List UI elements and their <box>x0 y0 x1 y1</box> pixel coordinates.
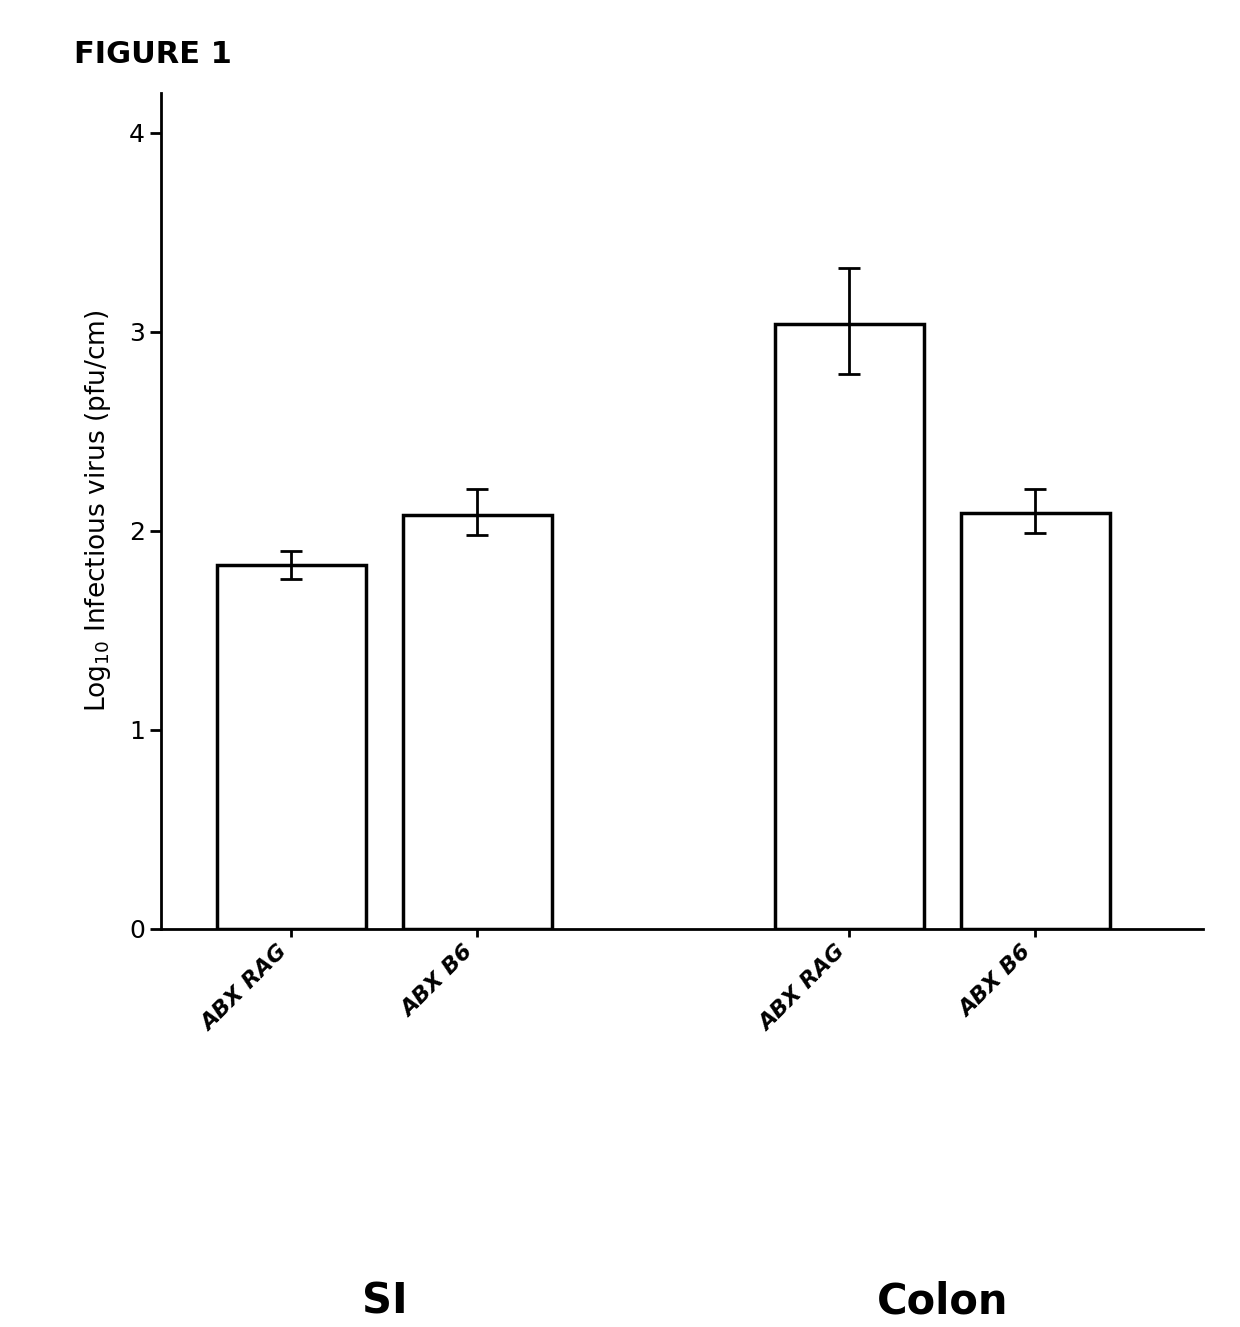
Bar <box>403 515 552 929</box>
Bar <box>217 565 366 929</box>
Text: SI: SI <box>362 1281 407 1322</box>
Text: FIGURE 1: FIGURE 1 <box>74 40 232 69</box>
Text: Colon: Colon <box>877 1281 1008 1322</box>
Bar <box>775 324 924 929</box>
Y-axis label: Log$_{10}$ Infectious virus (pfu/cm): Log$_{10}$ Infectious virus (pfu/cm) <box>83 309 113 713</box>
Bar <box>961 514 1110 929</box>
